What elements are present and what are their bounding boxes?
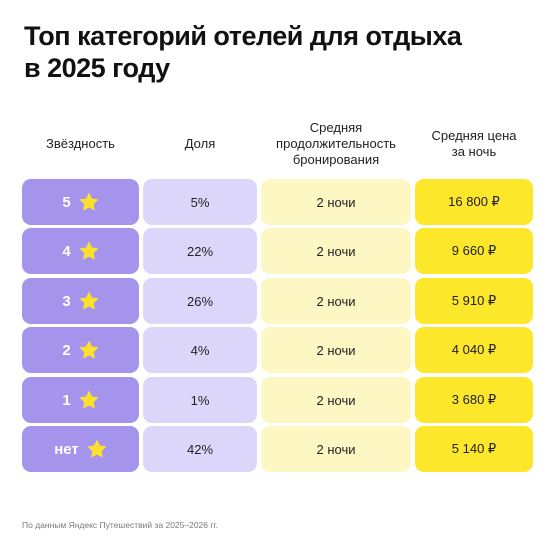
stars-value: 1 bbox=[62, 391, 71, 409]
duration-cell: 2 ночи bbox=[261, 179, 411, 225]
share-cell: 4% bbox=[143, 327, 257, 373]
stars-cell: нет bbox=[22, 426, 139, 472]
stars-cell: 1 bbox=[22, 377, 139, 423]
header-price: Средняя цена за ночь bbox=[431, 128, 517, 159]
star-icon bbox=[79, 241, 99, 261]
header-stars: Звёздность bbox=[46, 136, 115, 151]
table-row: 5 5% 2 ночи 16 800 ₽ bbox=[0, 179, 555, 225]
stars-cell: 4 bbox=[22, 228, 139, 274]
star-icon bbox=[79, 390, 99, 410]
share-cell: 22% bbox=[143, 228, 257, 274]
stars-cell: 2 bbox=[22, 327, 139, 373]
stars-value: 3 bbox=[62, 292, 71, 310]
table-row: 4 22% 2 ночи 9 660 ₽ bbox=[0, 228, 555, 274]
page-title: Топ категорий отелей для отдыха в 2025 г… bbox=[24, 20, 524, 84]
price-cell: 4 040 ₽ bbox=[415, 327, 533, 373]
stars-value: нет bbox=[54, 440, 79, 458]
price-cell: 5 910 ₽ bbox=[415, 278, 533, 324]
price-cell: 3 680 ₽ bbox=[415, 377, 533, 423]
duration-cell: 2 ночи bbox=[261, 327, 411, 373]
title-line-2: в 2025 году bbox=[24, 53, 170, 83]
header-share: Доля bbox=[184, 136, 216, 151]
source-footnote: По данным Яндекс Путешествий за 2025–202… bbox=[22, 520, 218, 530]
star-icon bbox=[79, 340, 99, 360]
table-row: нет 42% 2 ночи 5 140 ₽ bbox=[0, 426, 555, 472]
table-row: 2 4% 2 ночи 4 040 ₽ bbox=[0, 327, 555, 373]
star-icon bbox=[79, 291, 99, 311]
duration-cell: 2 ночи bbox=[261, 278, 411, 324]
price-cell: 5 140 ₽ bbox=[415, 426, 533, 472]
duration-cell: 2 ночи bbox=[261, 228, 411, 274]
stars-value: 5 bbox=[62, 193, 71, 211]
star-icon bbox=[87, 439, 107, 459]
share-cell: 26% bbox=[143, 278, 257, 324]
price-cell: 16 800 ₽ bbox=[415, 179, 533, 225]
share-cell: 5% bbox=[143, 179, 257, 225]
duration-cell: 2 ночи bbox=[261, 377, 411, 423]
price-cell: 9 660 ₽ bbox=[415, 228, 533, 274]
header-duration: Средняя продолжительность бронирования bbox=[276, 120, 396, 167]
table-row: 1 1% 2 ночи 3 680 ₽ bbox=[0, 377, 555, 423]
share-cell: 42% bbox=[143, 426, 257, 472]
stars-value: 2 bbox=[62, 341, 71, 359]
stars-cell: 3 bbox=[22, 278, 139, 324]
stars-value: 4 bbox=[62, 242, 71, 260]
title-line-1: Топ категорий отелей для отдыха bbox=[24, 21, 462, 51]
table-row: 3 26% 2 ночи 5 910 ₽ bbox=[0, 278, 555, 324]
share-cell: 1% bbox=[143, 377, 257, 423]
stars-cell: 5 bbox=[22, 179, 139, 225]
star-icon bbox=[79, 192, 99, 212]
duration-cell: 2 ночи bbox=[261, 426, 411, 472]
